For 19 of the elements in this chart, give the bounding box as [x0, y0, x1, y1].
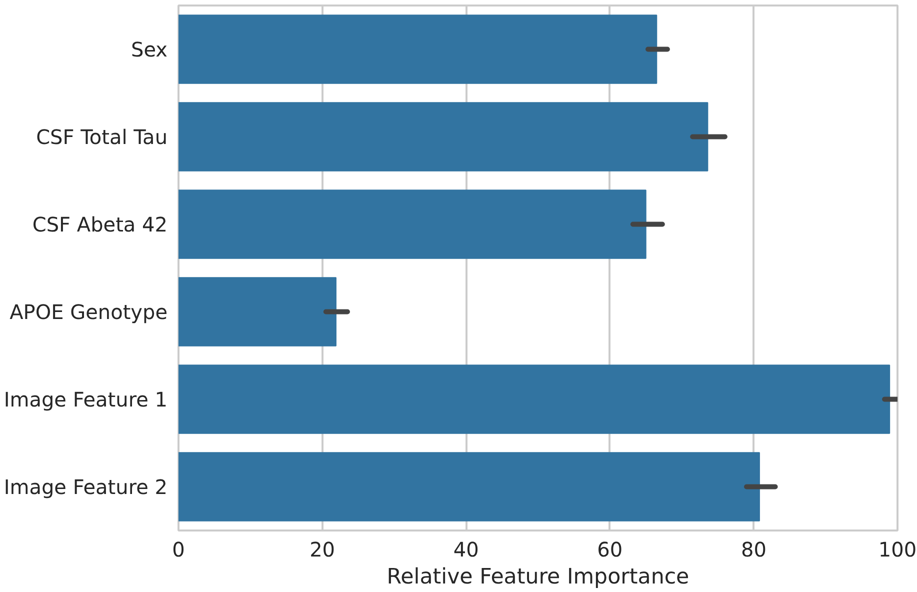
y-tick-label: CSF Abeta 42	[32, 212, 168, 236]
y-tick-label: Image Feature 1	[4, 387, 168, 412]
bar	[178, 452, 760, 522]
y-tick-label: CSF Total Tau	[36, 124, 168, 149]
x-axis-title: Relative Feature Importance	[386, 564, 690, 590]
bar	[178, 364, 890, 434]
bar	[178, 277, 336, 346]
x-tick-label: 80	[740, 538, 766, 562]
bar	[178, 14, 658, 84]
x-tick-label: 0	[172, 538, 185, 562]
y-tick-label: APOE Genotype	[10, 300, 168, 324]
y-tick-label: Sex	[131, 37, 168, 62]
bar	[178, 190, 646, 259]
y-tick-label: Image Feature 2	[4, 474, 168, 499]
x-tick-label: 40	[453, 538, 479, 562]
bar	[178, 102, 708, 172]
x-tick-label: 100	[878, 538, 917, 562]
x-tick-label: 60	[597, 538, 623, 562]
x-tick-label: 20	[310, 538, 336, 562]
